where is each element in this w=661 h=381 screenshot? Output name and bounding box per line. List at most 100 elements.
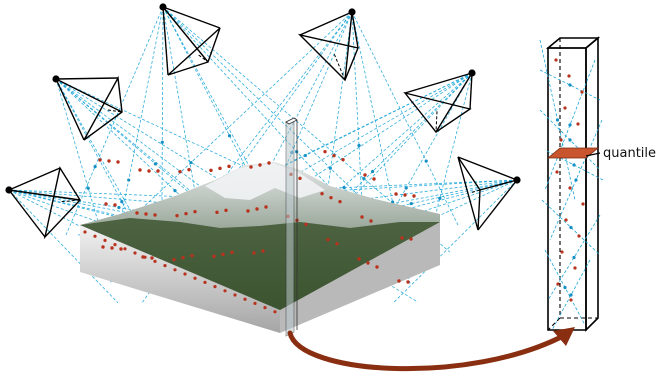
camera-edge	[55, 77, 119, 80]
sample-point	[375, 265, 379, 269]
quantile-slab	[546, 147, 600, 159]
camera-frame	[403, 91, 472, 133]
ray-point	[438, 196, 442, 201]
sample-point	[150, 256, 154, 260]
sample-point	[409, 237, 413, 241]
terrain-base-left	[80, 225, 280, 333]
camera-frustum-icon	[5, 166, 81, 240]
camera-ray	[113, 6, 164, 255]
column-ray	[551, 259, 591, 331]
camera-ray	[55, 78, 227, 239]
camera-group	[5, 3, 521, 240]
camera-ray	[55, 78, 103, 236]
sample-point	[406, 280, 410, 284]
sample-point	[175, 213, 179, 218]
ray-point	[342, 186, 346, 190]
column-sample-point	[577, 234, 581, 238]
camera-edge	[55, 78, 85, 141]
sample-point	[133, 251, 137, 255]
column-sample-point	[580, 90, 584, 94]
ray-point	[153, 162, 157, 166]
sample-point	[246, 209, 250, 213]
sample-point	[397, 279, 401, 283]
sample-point	[83, 230, 87, 234]
sample-point	[193, 209, 197, 214]
camera-edge	[344, 11, 353, 81]
camera-edge	[469, 72, 473, 110]
camera-center	[5, 186, 13, 194]
sample-point	[213, 285, 217, 289]
sample-point	[187, 167, 191, 172]
sample-point	[144, 212, 148, 216]
sample-point	[403, 193, 407, 197]
sample-point	[98, 158, 102, 162]
sample-point	[227, 164, 231, 169]
column-sample-point	[554, 58, 558, 62]
sample-point	[147, 169, 151, 173]
sample-point	[119, 247, 123, 251]
ray-point	[409, 202, 413, 206]
curved-arrow-head	[553, 327, 575, 346]
sample-point	[172, 257, 176, 262]
sample-point	[93, 234, 97, 238]
column-ray	[541, 199, 601, 256]
camera-edge	[162, 6, 209, 63]
sample-point	[273, 310, 277, 314]
sample-point	[212, 254, 216, 259]
sample-point	[264, 205, 268, 209]
camera-frustum-icon	[159, 3, 221, 76]
sample-point	[156, 169, 160, 173]
camera-edge	[162, 6, 169, 76]
camera-frame	[297, 33, 359, 82]
ray-point	[160, 140, 164, 144]
sample-point	[203, 280, 207, 284]
sample-point	[298, 176, 302, 181]
quantile-label: quantile	[603, 146, 656, 161]
column-sample-point	[581, 202, 585, 206]
terrain-block	[80, 162, 440, 333]
scene-column	[285, 117, 298, 337]
camera-frustum-icon	[403, 69, 476, 133]
sample-point	[103, 238, 107, 242]
terrain-base-right	[280, 222, 440, 333]
ray-point	[404, 186, 408, 190]
camera-frustum-icon	[457, 156, 521, 231]
sample-point	[263, 306, 267, 310]
sample-point	[183, 272, 187, 276]
sample-point	[215, 210, 219, 215]
ray-point	[371, 169, 375, 174]
sample-point	[173, 268, 177, 272]
camera-ray	[365, 179, 518, 215]
sample-point	[249, 165, 253, 169]
ray-point	[568, 138, 572, 142]
sample-point	[193, 276, 197, 280]
sample-point	[113, 243, 117, 247]
camera-edge	[8, 167, 61, 191]
sample-point	[113, 203, 117, 207]
camera-ray	[8, 189, 263, 239]
camera-hidden-edge	[107, 109, 123, 113]
sample-point	[153, 259, 157, 263]
sample-point	[360, 215, 364, 219]
camera-ray	[313, 11, 353, 291]
column-sample-point	[568, 186, 572, 190]
camera-center	[52, 75, 60, 83]
sample-point	[261, 249, 265, 253]
sample-point	[110, 246, 114, 250]
camera-ray	[425, 72, 473, 253]
column-side-face	[585, 36, 599, 332]
camera-edge	[435, 72, 473, 133]
camera-edge	[477, 179, 518, 231]
column-sample-point	[576, 122, 580, 126]
sample-point	[181, 255, 185, 260]
column-ray	[544, 59, 596, 191]
column-sample-point	[560, 250, 564, 254]
sample-point	[138, 168, 142, 172]
camera-ray	[281, 72, 473, 272]
camera-center	[513, 176, 521, 184]
camera-edge	[55, 78, 123, 113]
sample-point	[101, 245, 105, 249]
camera-frustum-icon	[52, 75, 123, 141]
camera-ray	[351, 11, 363, 203]
ray-point	[303, 153, 307, 158]
